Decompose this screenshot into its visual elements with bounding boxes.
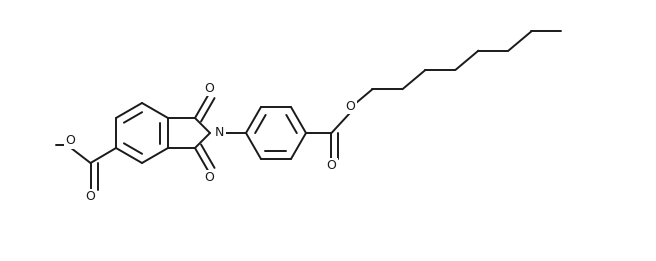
Text: O: O: [327, 159, 337, 172]
Text: O: O: [205, 171, 215, 184]
Text: O: O: [346, 100, 356, 113]
Text: O: O: [85, 191, 96, 204]
Text: N: N: [215, 127, 224, 139]
Text: O: O: [205, 82, 215, 95]
Text: O: O: [65, 134, 75, 147]
